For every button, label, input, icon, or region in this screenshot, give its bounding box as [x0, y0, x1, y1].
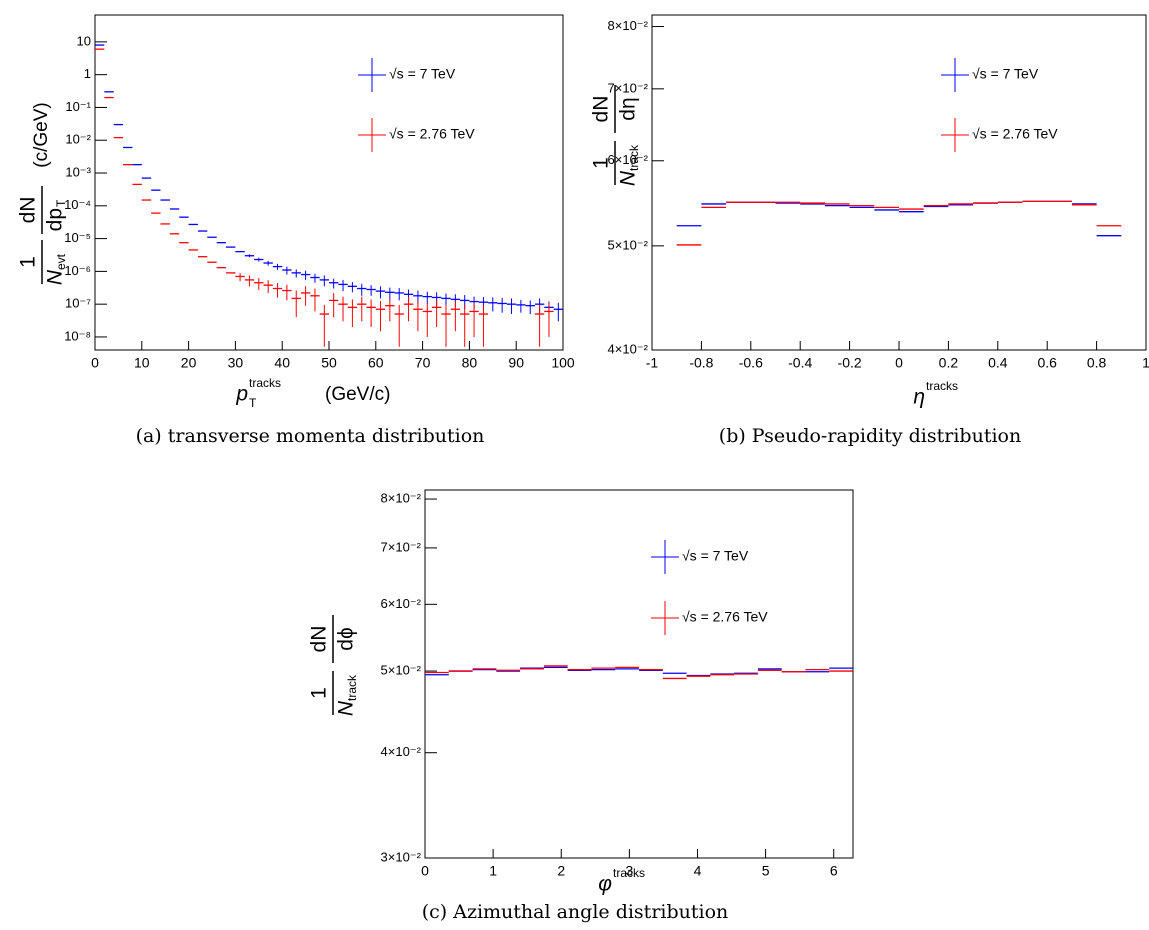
- x-label-symbol: η: [913, 386, 925, 409]
- y-label-dn: dN: [17, 197, 40, 224]
- x-tick-label: 2: [557, 863, 565, 879]
- y-tick-label: 1: [84, 66, 91, 81]
- x-tick-label: -0.8: [689, 355, 713, 371]
- x-tick-label: 1: [489, 863, 497, 879]
- x-tick-label: 0: [421, 863, 429, 879]
- y-label-norm: N: [617, 170, 640, 186]
- x-tick-label: 0.6: [1037, 355, 1057, 371]
- x-tick-label: 4: [694, 863, 702, 879]
- x-label-unit: (GeV/c): [325, 384, 390, 405]
- x-label-symbol: φ: [598, 873, 612, 896]
- legend-label: √s = 7 TeV: [389, 66, 456, 82]
- x-tick-label: 20: [181, 355, 197, 371]
- x-label-sub: T: [249, 396, 257, 410]
- caption: (a) transverse momenta distribution: [136, 425, 485, 447]
- x-tick-label: 30: [228, 355, 244, 371]
- y-tick-label: 10⁻⁸: [64, 328, 91, 343]
- legend-label: √s = 2.76 TeV: [972, 126, 1058, 142]
- legend-label: √s = 2.76 TeV: [682, 609, 768, 625]
- y-tick-label: 6×10⁻²: [381, 596, 422, 611]
- x-tick-label: 70: [415, 355, 431, 371]
- y-label-norm: N: [335, 700, 358, 716]
- y-label-dvar: dϕ: [335, 627, 358, 650]
- y-label-factor: 1: [17, 256, 40, 268]
- y-tick-label: 7×10⁻²: [608, 80, 649, 95]
- y-tick-label: 8×10⁻²: [381, 490, 422, 505]
- x-tick-label: 10: [134, 355, 150, 371]
- plot-frame: [424, 489, 854, 859]
- y-tick-label: 10⁻⁷: [65, 296, 91, 311]
- y-tick-label: 7×10⁻²: [381, 539, 422, 554]
- x-label-sup: tracks: [613, 866, 645, 880]
- y-label-dvar-sub: T: [54, 199, 68, 207]
- x-tick-label: -0.6: [739, 355, 763, 371]
- y-tick-label: 8×10⁻²: [608, 18, 649, 33]
- y-tick-label: 5×10⁻²: [608, 237, 649, 252]
- y-tick-label: 10⁻⁶: [64, 263, 91, 278]
- y-label-dn: dN: [590, 96, 613, 123]
- y-tick-label: 10⁻¹: [65, 99, 91, 114]
- caption: (b) Pseudo-rapidity distribution: [719, 425, 1021, 447]
- x-tick-label: 60: [368, 355, 384, 371]
- legend-label: √s = 2.76 TeV: [389, 126, 475, 142]
- x-tick-label: 5: [762, 863, 770, 879]
- y-label-unit: (c/GeV): [31, 102, 52, 167]
- x-tick-label: 80: [462, 355, 478, 371]
- y-tick-label: 10⁻⁵: [64, 230, 91, 245]
- caption: (c) Azimuthal angle distribution: [422, 901, 729, 923]
- x-label-sup: tracks: [249, 376, 281, 390]
- y-tick-label: 10⁻³: [65, 164, 91, 179]
- x-tick-label: 3: [625, 863, 633, 879]
- y-label-dn: dN: [308, 626, 331, 653]
- x-tick-label: 90: [508, 355, 524, 371]
- plot-frame: [651, 14, 1147, 351]
- x-tick-label: 0.2: [939, 355, 959, 371]
- y-label-norm: N: [44, 269, 67, 285]
- x-tick-label: 1: [1142, 355, 1149, 371]
- y-label-norm-sub: track: [627, 144, 641, 171]
- y-label-norm-sub: track: [345, 674, 359, 701]
- x-tick-label: 0.8: [1087, 355, 1107, 371]
- x-tick-label: 6: [830, 863, 838, 879]
- x-tick-label: 0: [895, 355, 903, 371]
- y-label-factor: 1: [590, 157, 613, 169]
- y-tick-label: 4×10⁻²: [608, 341, 649, 356]
- x-tick-label: -1: [646, 355, 659, 371]
- y-tick-label: 4×10⁻²: [381, 744, 422, 759]
- x-tick-label: 50: [321, 355, 337, 371]
- x-tick-label: -0.2: [838, 355, 862, 371]
- x-tick-label: 0: [91, 355, 99, 371]
- x-tick-label: -0.4: [788, 355, 812, 371]
- y-label-dvar: dη: [617, 97, 640, 120]
- y-tick-label: 6×10⁻²: [608, 152, 649, 167]
- y-label-factor: 1: [308, 687, 331, 699]
- x-label-sup: tracks: [926, 379, 958, 393]
- y-tick-label: 10⁻²: [65, 132, 91, 147]
- y-tick-label: 5×10⁻²: [381, 662, 422, 677]
- x-label-symbol: p: [235, 383, 248, 406]
- x-tick-label: 0.4: [988, 355, 1008, 371]
- y-tick-label: 3×10⁻²: [381, 849, 422, 864]
- x-tick-label: 100: [551, 355, 575, 371]
- legend-label: √s = 7 TeV: [972, 66, 1039, 82]
- legend-label: √s = 7 TeV: [682, 548, 749, 564]
- y-tick-label: 10: [77, 33, 91, 48]
- y-label-norm-sub: evt: [54, 253, 68, 270]
- x-tick-label: 40: [274, 355, 290, 371]
- y-label-dvar: dp: [44, 208, 67, 231]
- y-tick-label: 10⁻⁴: [64, 197, 91, 212]
